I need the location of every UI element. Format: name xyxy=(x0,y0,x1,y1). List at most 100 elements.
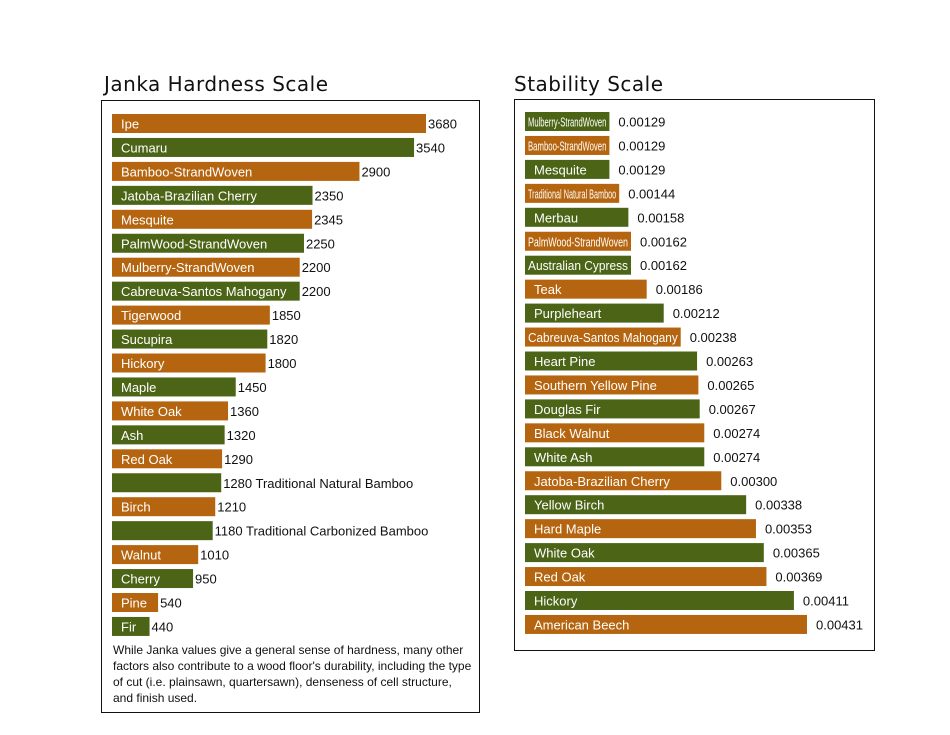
stability-chart-title: Stability Scale xyxy=(514,72,664,96)
bar-0-10 xyxy=(112,353,266,373)
bar-label-0-9: Sucupira xyxy=(121,332,173,347)
bar-0-3 xyxy=(112,185,313,205)
bar-1-17 xyxy=(525,519,756,539)
bar-label-0-19: Cherry xyxy=(121,572,161,587)
bar-1-15 xyxy=(525,471,722,491)
value-label-1-9: 0.00238 xyxy=(690,330,737,345)
bar-1-11 xyxy=(525,375,699,395)
bar-label-1-21: American Beech xyxy=(534,617,629,632)
bar-1-4 xyxy=(525,207,629,227)
bar-1-0 xyxy=(525,112,610,131)
bar-0-9 xyxy=(112,329,268,349)
value-label-1-3: 0.00144 xyxy=(628,186,675,201)
bar-label-0-3: Jatoba-Brazilian Cherry xyxy=(121,188,257,203)
bar-0-21 xyxy=(112,616,150,636)
value-label-0-3: 2350 xyxy=(315,188,344,203)
value-label-1-17: 0.00353 xyxy=(765,522,812,537)
bar-label-1-8: Purpleheart xyxy=(534,306,602,321)
bar-label-1-5: PalmWood-StrandWoven xyxy=(528,234,628,249)
bar-0-12 xyxy=(112,401,229,421)
bar-label-0-0: Ipe xyxy=(121,117,139,132)
value-label-1-4: 0.00158 xyxy=(637,210,684,225)
bar-0-0 xyxy=(112,114,426,133)
bar-1-20 xyxy=(525,591,794,610)
value-label-1-2: 0.00129 xyxy=(618,162,665,177)
bar-label-0-14: Red Oak xyxy=(121,452,173,467)
value-label-1-6: 0.00162 xyxy=(640,258,687,273)
bar-label-0-16: Birch xyxy=(121,500,151,515)
bar-label-0-1: Cumaru xyxy=(121,140,167,155)
value-label-0-19: 950 xyxy=(195,572,217,587)
value-label-1-5: 0.00162 xyxy=(640,234,687,249)
bar-0-8 xyxy=(112,305,270,325)
value-label-0-11: 1450 xyxy=(238,380,267,395)
bar-label-1-20: Hickory xyxy=(534,594,578,609)
value-label-0-0: 3680 xyxy=(428,117,457,132)
bar-label-0-2: Bamboo-StrandWoven xyxy=(121,164,252,179)
bar-1-8 xyxy=(525,303,664,323)
bar-label-1-3: Traditional Natural Bamboo xyxy=(528,186,616,201)
bar-label-0-6: Mulberry-StrandWoven xyxy=(121,260,254,275)
bar-0-15 xyxy=(112,473,222,493)
bar-1-12 xyxy=(525,399,700,419)
value-label-1-18: 0.00365 xyxy=(773,546,820,561)
bar-1-7 xyxy=(525,279,647,299)
value-label-0-1: 3540 xyxy=(416,140,445,155)
bar-0-18 xyxy=(112,545,199,565)
bar-label-1-19: Red Oak xyxy=(534,570,586,585)
value-label-1-14: 0.00274 xyxy=(713,450,760,465)
bar-label-1-4: Merbau xyxy=(534,210,578,225)
bar-label-1-0: Mulberry-StrandWoven xyxy=(528,115,606,130)
bar-label-0-18: Walnut xyxy=(121,548,161,563)
bar-0-1 xyxy=(112,137,415,157)
bar-label-0-21: Fir xyxy=(121,619,137,634)
janka-chart-title: Janka Hardness Scale xyxy=(104,72,329,96)
value-label-0-14: 1290 xyxy=(224,452,253,467)
value-label-1-19: 0.00369 xyxy=(775,570,822,585)
bar-1-6 xyxy=(525,255,631,275)
bar-label-1-7: Teak xyxy=(534,282,562,297)
value-label-1-10: 0.00263 xyxy=(706,354,753,369)
bar-0-2 xyxy=(112,161,360,181)
bar-label-1-10: Heart Pine xyxy=(534,354,595,369)
bar-label-1-9: Cabreuva-Santos Mahogany xyxy=(528,330,678,345)
stability-chart-frame xyxy=(514,99,875,651)
bar-0-5 xyxy=(112,233,304,253)
bar-0-16 xyxy=(112,497,216,517)
bar-0-13 xyxy=(112,425,225,445)
value-label-0-6: 2200 xyxy=(302,260,331,275)
bar-0-6 xyxy=(112,257,300,277)
bar-label-0-12: White Oak xyxy=(121,404,182,419)
bar-label-0-4: Mesquite xyxy=(121,212,174,227)
bar-label-1-16: Yellow Birch xyxy=(534,498,604,513)
bar-label-0-10: Hickory xyxy=(121,356,165,371)
bar-0-11 xyxy=(112,377,236,397)
bar-label-0-13: Ash xyxy=(121,428,143,443)
bar-1-1 xyxy=(525,135,610,155)
bar-1-18 xyxy=(525,543,764,563)
bar-1-10 xyxy=(525,351,698,371)
value-label-0-4: 2345 xyxy=(314,212,343,227)
value-label-1-0: 0.00129 xyxy=(618,115,665,130)
janka-footnote: While Janka values give a general sense … xyxy=(113,643,472,705)
value-label-1-11: 0.00265 xyxy=(707,378,754,393)
bar-0-19 xyxy=(112,569,194,589)
value-label-1-15: 0.00300 xyxy=(730,474,777,489)
bar-label-1-12: Douglas Fir xyxy=(534,402,601,417)
bar-0-20 xyxy=(112,593,159,612)
bar-label-0-8: Tigerwood xyxy=(121,308,181,323)
bar-1-16 xyxy=(525,495,747,515)
bar-label-1-18: White Oak xyxy=(534,546,595,561)
value-label-1-21: 0.00431 xyxy=(816,617,863,632)
value-label-0-16: 1210 xyxy=(217,500,246,515)
value-label-1-13: 0.00274 xyxy=(713,426,760,441)
bar-1-19 xyxy=(525,567,767,587)
bar-1-9 xyxy=(525,327,681,347)
value-label-0-12: 1360 xyxy=(230,404,259,419)
bar-label-1-6: Australian Cypress xyxy=(528,258,628,273)
value-label-0-2: 2900 xyxy=(361,164,390,179)
value-label-0-7: 2200 xyxy=(302,284,331,299)
bar-0-4 xyxy=(112,209,313,229)
bar-label-1-14: White Ash xyxy=(534,450,593,465)
value-label-0-8: 1850 xyxy=(272,308,301,323)
